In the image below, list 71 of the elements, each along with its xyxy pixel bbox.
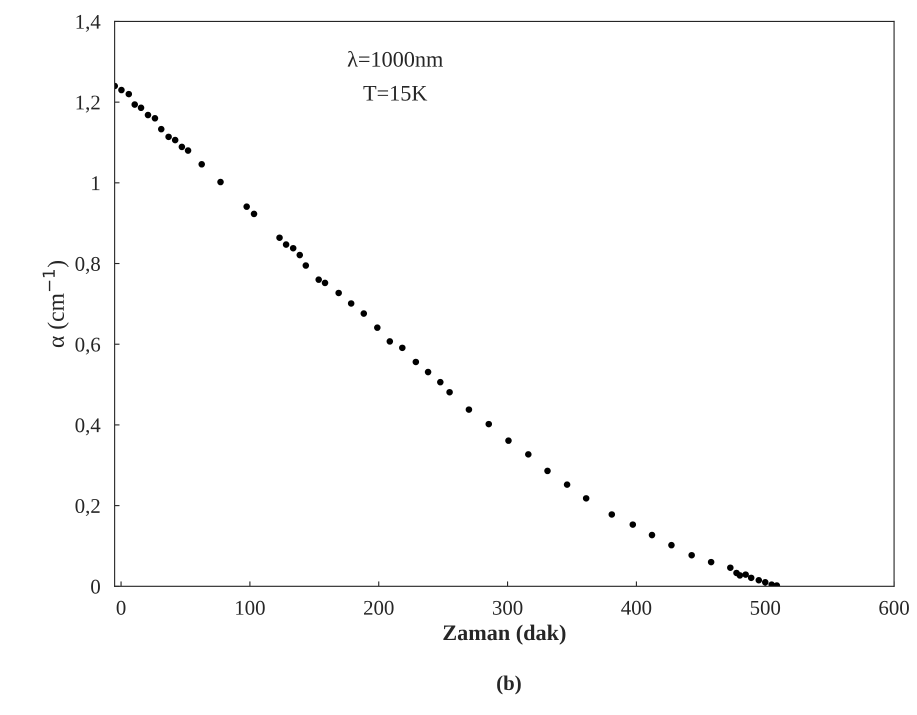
- point: [184, 147, 192, 154]
- point: [708, 558, 714, 566]
- point: [648, 532, 656, 538]
- point: [756, 576, 762, 584]
- point: [172, 136, 178, 144]
- annotation: λ=1000nm: [348, 50, 443, 67]
- point: [742, 571, 749, 578]
- point: [564, 481, 570, 488]
- point: [437, 378, 444, 386]
- point: [217, 178, 224, 186]
- x-tick-label: 100: [236, 600, 265, 615]
- point: [688, 552, 695, 558]
- point: [118, 86, 125, 94]
- x-tick-label: 200: [364, 600, 394, 615]
- point: [374, 324, 381, 331]
- point: [386, 338, 394, 345]
- point: [582, 495, 590, 502]
- point: [736, 572, 744, 579]
- point: [296, 252, 304, 258]
- point: [486, 420, 492, 428]
- y-tick-label: 0,4: [75, 418, 100, 436]
- point: [525, 451, 532, 458]
- point: [290, 244, 296, 252]
- x-tick-label: 300: [492, 600, 522, 615]
- y-tick-label: 0,6: [75, 338, 100, 355]
- y-tick-label: 1: [92, 176, 100, 190]
- point: [250, 210, 258, 218]
- point: [727, 564, 734, 571]
- x-tick-label: 500: [750, 600, 780, 615]
- y-tick-label: 0,2: [75, 498, 100, 516]
- point: [158, 126, 165, 132]
- x-axis-title: Zaman (dak): [443, 624, 566, 645]
- point: [630, 521, 636, 528]
- point: [131, 101, 138, 108]
- point: [144, 112, 152, 118]
- point: [360, 310, 368, 317]
- point: [165, 134, 172, 140]
- point: [412, 358, 420, 366]
- y-tick-label: 1,2: [76, 96, 100, 113]
- point: [243, 203, 250, 210]
- point: [748, 574, 754, 582]
- point: [322, 280, 328, 286]
- point: [282, 241, 290, 248]
- y-tick-label: 0: [91, 580, 100, 594]
- point: [178, 144, 186, 150]
- point: [762, 579, 768, 586]
- point: [608, 511, 616, 518]
- point: [335, 290, 342, 296]
- point: [348, 300, 354, 307]
- point: [466, 406, 472, 413]
- point: [315, 276, 322, 283]
- y-axis-title: α (cm$^{−1}$): [42, 260, 69, 348]
- point: [399, 344, 406, 352]
- y-tick-label: 1,4: [76, 14, 100, 32]
- point: [424, 368, 432, 376]
- x-tick-label: 600: [879, 600, 909, 615]
- point: [138, 104, 144, 112]
- annotation: T=15K: [363, 86, 428, 101]
- point: [302, 262, 310, 269]
- point: [446, 388, 453, 396]
- text: (b): [497, 676, 521, 694]
- point: [544, 468, 551, 474]
- y-tick-label: 0,8: [75, 256, 100, 274]
- point: [276, 234, 283, 241]
- x-tick-label: 0: [116, 600, 126, 615]
- point: [126, 90, 132, 98]
- point: [505, 437, 512, 444]
- x-tick-label: 400: [621, 600, 652, 615]
- point: [668, 542, 675, 548]
- point: [152, 115, 158, 122]
- point: [198, 161, 205, 168]
